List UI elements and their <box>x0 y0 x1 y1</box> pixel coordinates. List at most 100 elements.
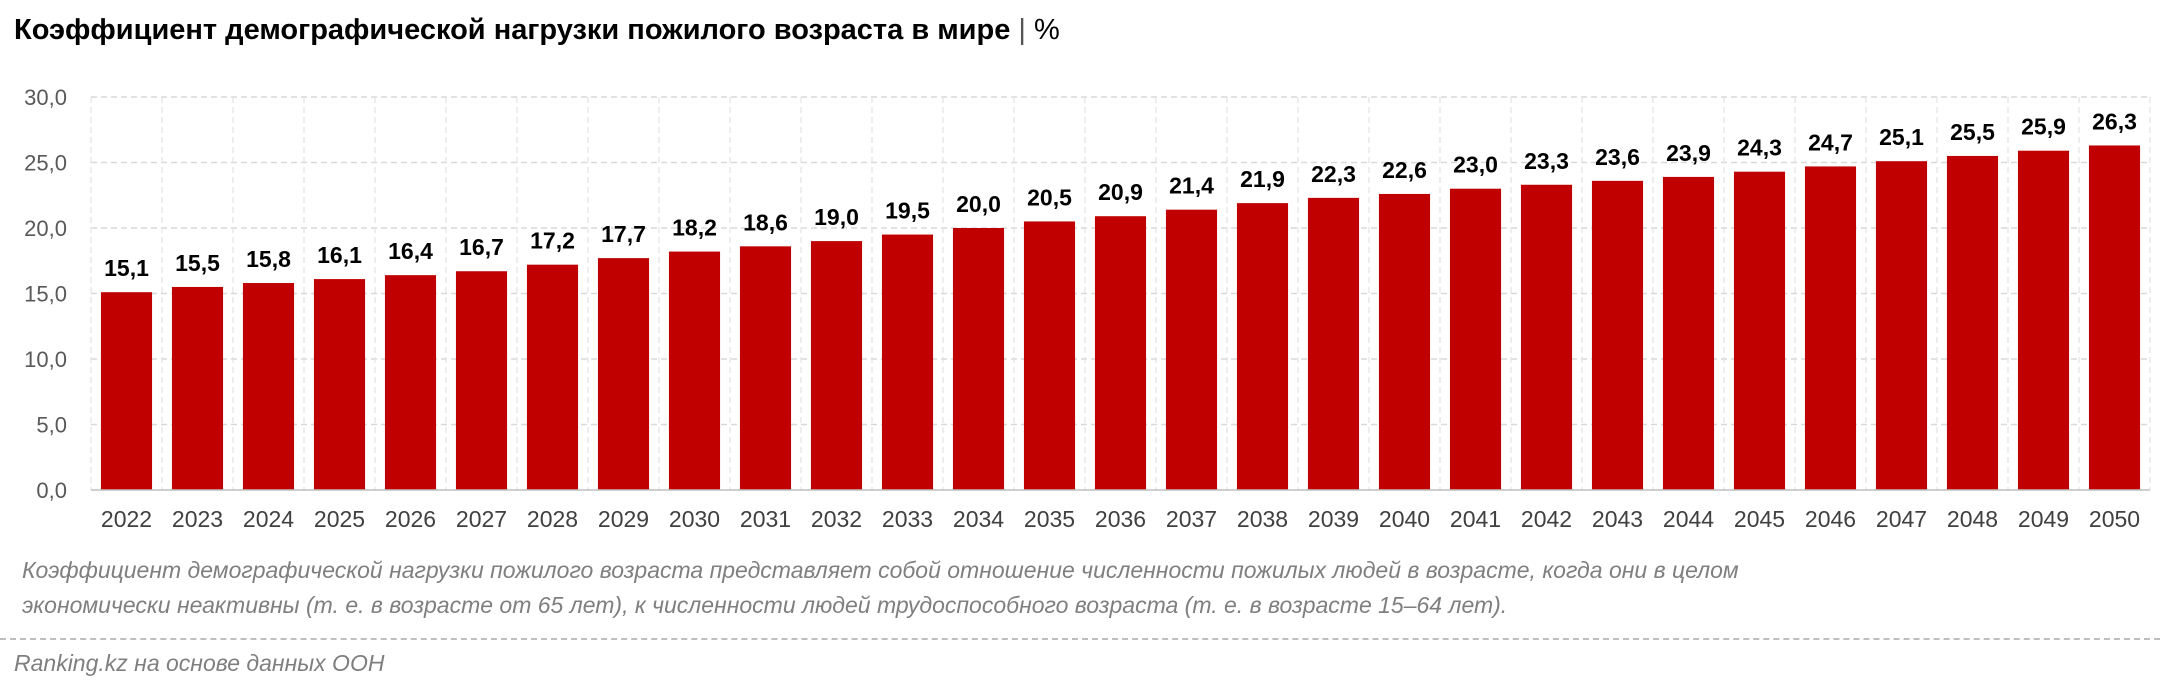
bar <box>526 264 579 490</box>
y-tick-label: 5,0 <box>36 413 67 438</box>
divider <box>0 638 2160 640</box>
x-tick-label: 2040 <box>1379 506 1430 532</box>
x-tick-label: 2035 <box>1024 506 1075 532</box>
x-tick-label: 2050 <box>2089 506 2140 532</box>
x-tick-label: 2028 <box>527 506 578 532</box>
chart-title-text: Коэффициент демографической нагрузки пож… <box>14 14 1011 46</box>
x-tick-label: 2024 <box>243 506 294 532</box>
x-tick-label: 2031 <box>740 506 791 532</box>
x-tick-label: 2034 <box>953 506 1004 532</box>
x-tick-label: 2047 <box>1876 506 1927 532</box>
bar-chart: 0,0 5,0 10,0 15,0 20,0 25,0 30,0 15,1 15,5 15,8 1… <box>24 85 2151 532</box>
data-label: 16,1 <box>317 242 362 268</box>
source-note: Ranking.kz на основе данных ООН <box>14 650 385 676</box>
x-tick-label: 2022 <box>101 506 152 532</box>
x-tick-label: 2043 <box>1592 506 1643 532</box>
data-label: 22,6 <box>1382 157 1427 183</box>
data-labels: 15,1 15,5 15,8 16,1 16,4 16,7 17,2 17,7 18,2 18,6… <box>104 108 2137 281</box>
data-label: 18,2 <box>672 215 717 241</box>
bar <box>1236 203 1289 491</box>
y-tick-label: 25,0 <box>24 151 67 176</box>
bar <box>1094 216 1147 490</box>
x-tick-label: 2023 <box>172 506 223 532</box>
bar <box>1023 221 1076 490</box>
data-label: 17,2 <box>530 228 575 254</box>
bar <box>1733 171 1786 491</box>
data-label: 19,0 <box>814 204 859 230</box>
x-tick-label: 2045 <box>1734 506 1785 532</box>
footnote-line-1: Коэффициент демографической нагрузки пож… <box>22 557 1739 583</box>
x-tick-label: 2041 <box>1450 506 1501 532</box>
bar <box>1165 209 1218 490</box>
bar <box>1591 180 1644 490</box>
data-label: 20,9 <box>1098 179 1143 205</box>
bar <box>455 271 508 490</box>
bars <box>100 145 2141 491</box>
bar <box>313 279 366 490</box>
x-tick-label: 2025 <box>314 506 365 532</box>
data-label: 16,4 <box>388 238 433 264</box>
chart-title: Коэффициент демографической нагрузки пож… <box>14 14 1060 47</box>
data-label: 24,3 <box>1737 135 1782 161</box>
bar <box>668 251 721 490</box>
data-label: 19,5 <box>885 198 930 224</box>
bar <box>384 275 437 490</box>
data-label: 24,7 <box>1808 129 1853 155</box>
bar <box>1378 193 1431 490</box>
data-label: 23,9 <box>1666 140 1711 166</box>
x-tick-label: 2036 <box>1095 506 1146 532</box>
data-label: 23,6 <box>1595 144 1640 170</box>
x-tick-label: 2038 <box>1237 506 1288 532</box>
bar <box>1946 155 1999 490</box>
data-label: 21,4 <box>1169 173 1214 199</box>
bar <box>810 241 863 490</box>
bar <box>1662 176 1715 490</box>
x-tick-label: 2032 <box>811 506 862 532</box>
bar <box>597 258 650 490</box>
y-tick-label: 15,0 <box>24 282 67 307</box>
data-label: 20,5 <box>1027 184 1072 210</box>
data-label: 15,5 <box>175 250 220 276</box>
data-label: 22,3 <box>1311 161 1356 187</box>
bar <box>1875 161 1928 490</box>
y-tick-label: 20,0 <box>24 216 67 241</box>
x-tick-label: 2044 <box>1663 506 1714 532</box>
x-tick-label: 2029 <box>598 506 649 532</box>
data-label: 21,9 <box>1240 166 1285 192</box>
data-label: 17,7 <box>601 221 646 247</box>
data-label: 23,3 <box>1524 148 1569 174</box>
data-label: 23,0 <box>1453 152 1498 178</box>
x-tick-label: 2026 <box>385 506 436 532</box>
x-axis: 2022 2023 2024 2025 2026 2027 2028 2029 2030 2031… <box>91 489 2150 532</box>
bar <box>952 228 1005 490</box>
bar <box>1449 188 1502 490</box>
x-tick-label: 2046 <box>1805 506 1856 532</box>
y-tick-label: 10,0 <box>24 347 67 372</box>
bar <box>100 292 153 490</box>
title-separator: | <box>1018 14 1026 46</box>
x-tick-label: 2027 <box>456 506 507 532</box>
bar <box>1307 197 1360 490</box>
bar <box>2088 145 2141 490</box>
data-label: 20,0 <box>956 191 1001 217</box>
y-tick-label: 30,0 <box>24 85 67 110</box>
bar <box>739 246 792 490</box>
y-axis: 0,0 5,0 10,0 15,0 20,0 25,0 30,0 <box>24 85 67 503</box>
bar <box>171 286 224 490</box>
x-tick-label: 2048 <box>1947 506 1998 532</box>
data-label: 25,9 <box>2021 114 2066 140</box>
bar <box>2017 150 2070 490</box>
data-label: 25,1 <box>1879 124 1924 150</box>
x-tick-label: 2030 <box>669 506 720 532</box>
bar <box>1520 184 1573 490</box>
bar <box>242 283 295 490</box>
title-unit: % <box>1034 14 1060 46</box>
y-tick-label: 0,0 <box>36 478 67 503</box>
x-tick-label: 2037 <box>1166 506 1217 532</box>
data-label: 16,7 <box>459 234 504 260</box>
data-label: 15,1 <box>104 255 149 281</box>
data-label: 25,5 <box>1950 119 1995 145</box>
data-label: 15,8 <box>246 246 291 272</box>
x-tick-label: 2033 <box>882 506 933 532</box>
data-label: 26,3 <box>2092 108 2137 134</box>
